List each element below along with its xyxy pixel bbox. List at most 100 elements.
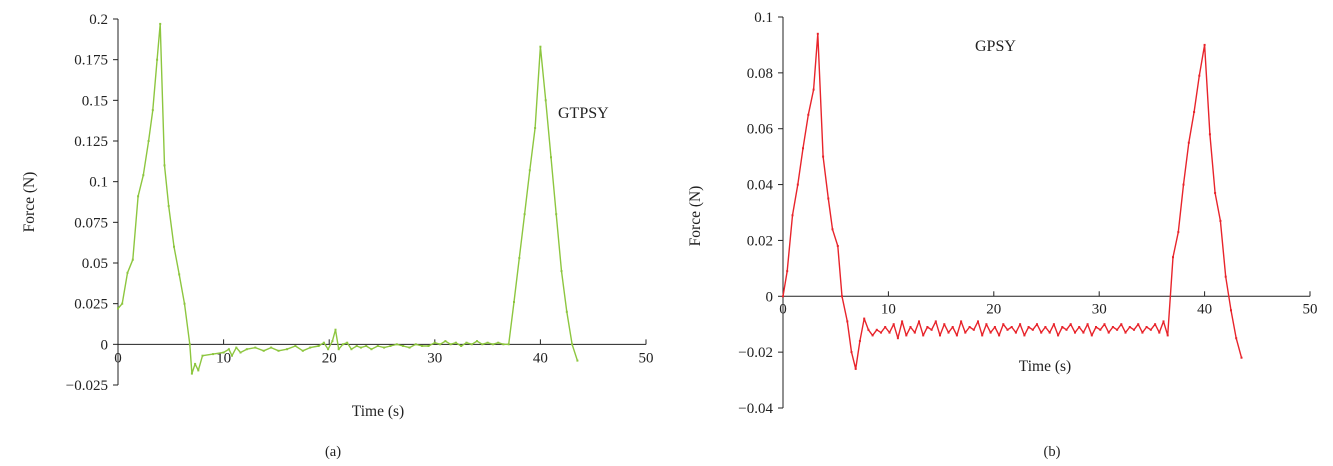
x-tick-label: 20 bbox=[986, 301, 1001, 317]
x-tick-label: 0 bbox=[114, 350, 122, 366]
data-point bbox=[507, 343, 510, 346]
data-point bbox=[355, 345, 358, 347]
x-axis-label: Time (s) bbox=[352, 403, 404, 420]
x-tick-label: 20 bbox=[322, 350, 337, 366]
data-point bbox=[365, 345, 368, 347]
data-point bbox=[1002, 323, 1005, 326]
data-point bbox=[518, 257, 521, 260]
data-point bbox=[822, 155, 825, 158]
data-point bbox=[576, 359, 579, 362]
data-point bbox=[947, 331, 950, 334]
series-annotation: GPSY bbox=[975, 38, 1016, 55]
data-point bbox=[1198, 74, 1201, 77]
y-tick-label: 0.06 bbox=[747, 122, 774, 138]
y-tick-label: 0 bbox=[766, 289, 774, 305]
data-point bbox=[901, 320, 904, 323]
data-point bbox=[812, 88, 815, 91]
data-point bbox=[231, 354, 233, 357]
data-point bbox=[147, 140, 150, 142]
data-point bbox=[1203, 43, 1206, 46]
panel-caption: (b) bbox=[1044, 444, 1061, 460]
data-point bbox=[934, 320, 937, 323]
data-point bbox=[194, 362, 197, 365]
data-point bbox=[163, 164, 166, 167]
y-tick-label: 0.08 bbox=[747, 66, 773, 82]
data-point bbox=[1111, 326, 1114, 328]
data-point bbox=[444, 340, 447, 343]
data-point bbox=[939, 334, 941, 337]
data-point bbox=[786, 270, 789, 273]
data-point bbox=[791, 214, 794, 217]
data-point bbox=[1103, 323, 1106, 326]
data-point bbox=[212, 353, 214, 356]
data-point bbox=[867, 328, 870, 331]
data-point bbox=[1065, 328, 1068, 331]
data-point bbox=[993, 326, 996, 328]
data-point bbox=[1145, 326, 1148, 328]
data-point bbox=[951, 326, 954, 328]
data-point bbox=[1010, 326, 1013, 328]
y-tick-label: 0.02 bbox=[747, 233, 773, 249]
data-point bbox=[322, 341, 325, 344]
data-point bbox=[1224, 275, 1227, 278]
y-tick-label: 0.15 bbox=[82, 93, 108, 109]
data-point bbox=[977, 320, 979, 323]
data-point bbox=[465, 341, 468, 344]
data-point bbox=[173, 245, 175, 248]
data-point bbox=[1219, 219, 1222, 222]
data-point bbox=[1014, 331, 1017, 334]
data-point bbox=[539, 45, 542, 48]
data-point bbox=[277, 349, 280, 352]
data-point bbox=[137, 195, 140, 198]
x-tick-label: 0 bbox=[779, 301, 787, 317]
data-point bbox=[476, 340, 478, 343]
chart-panel-a: 0.2 0.175 0.15 0.125 0.1 0.075 0.05 0.025 0 −0.02… bbox=[21, 12, 654, 460]
data-point bbox=[998, 334, 1001, 337]
data-point bbox=[486, 341, 489, 344]
data-point bbox=[1166, 334, 1169, 337]
y-tick-label: 0.125 bbox=[74, 134, 108, 150]
data-point bbox=[1172, 256, 1174, 259]
data-point bbox=[1141, 331, 1144, 334]
data-point bbox=[235, 346, 238, 349]
data-point bbox=[555, 213, 558, 216]
data-point bbox=[1019, 323, 1022, 326]
data-point bbox=[402, 345, 405, 347]
data-point bbox=[383, 346, 386, 349]
data-point bbox=[1107, 331, 1110, 334]
data-point bbox=[470, 343, 473, 346]
data-point bbox=[190, 372, 193, 375]
data-point bbox=[439, 343, 442, 346]
data-point bbox=[178, 273, 181, 276]
data-point bbox=[981, 334, 984, 337]
data-point bbox=[1027, 326, 1030, 328]
data-point bbox=[1208, 133, 1211, 136]
y-tick-label: 0.075 bbox=[74, 215, 108, 231]
data-point bbox=[1074, 331, 1076, 334]
data-point bbox=[1078, 326, 1081, 328]
data-point bbox=[1187, 141, 1190, 144]
data-point bbox=[985, 323, 988, 326]
y-axis-label: Force (N) bbox=[687, 186, 704, 247]
data-point bbox=[1137, 323, 1140, 326]
data-point bbox=[1149, 328, 1152, 331]
data-point bbox=[550, 156, 552, 159]
data-point bbox=[1235, 337, 1238, 340]
data-point bbox=[346, 341, 349, 344]
data-point bbox=[1006, 328, 1009, 331]
data-point bbox=[926, 326, 929, 328]
data-point bbox=[802, 147, 804, 150]
data-point bbox=[245, 348, 248, 351]
data-point bbox=[117, 307, 119, 310]
data-point bbox=[1061, 326, 1064, 328]
data-point bbox=[222, 351, 225, 354]
data-point bbox=[1182, 183, 1185, 186]
data-point bbox=[968, 326, 971, 328]
data-point bbox=[414, 343, 417, 346]
data-point bbox=[1082, 331, 1085, 334]
data-point bbox=[858, 340, 861, 342]
data-point bbox=[126, 271, 129, 274]
data-point bbox=[350, 348, 353, 351]
data-point bbox=[341, 343, 344, 346]
